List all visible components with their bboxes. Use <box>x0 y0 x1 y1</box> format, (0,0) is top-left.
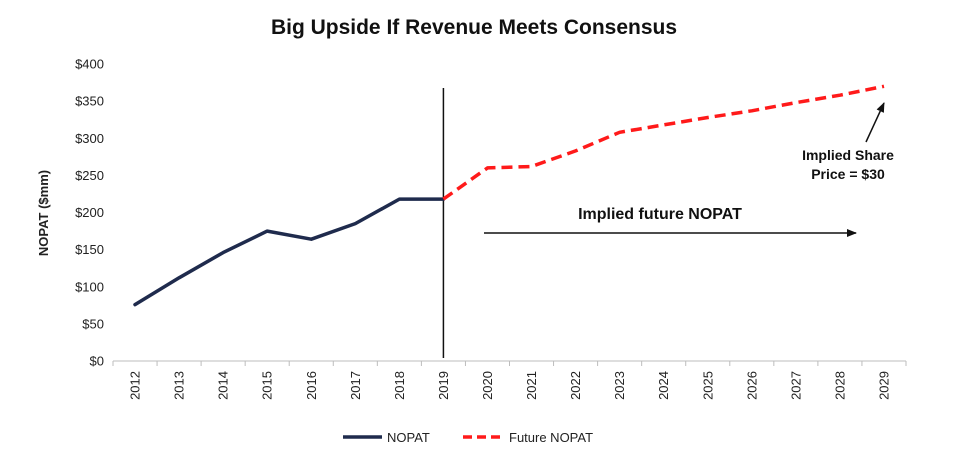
y-axis-title: NOPAT ($mm) <box>36 170 51 256</box>
x-tick-label: 2014 <box>216 371 231 400</box>
x-tick-label: 2024 <box>656 371 671 400</box>
legend: NOPAT Future NOPAT <box>343 430 593 445</box>
y-tick-label: $300 <box>75 131 104 146</box>
x-tick-label: 2019 <box>436 371 451 400</box>
share-price-label-line1: Implied Share <box>802 147 894 163</box>
series-nopat-line <box>133 197 446 307</box>
x-tick-label: 2023 <box>612 371 627 400</box>
y-tick-label: $400 <box>75 57 104 72</box>
x-tick-label: 2017 <box>348 371 363 400</box>
share-price-arrow <box>865 102 885 143</box>
y-tick-label: $350 <box>75 94 104 109</box>
y-tick-label: $250 <box>75 168 104 183</box>
y-axis-ticks: $0 $50 $100 $150 $200 $250 $300 $350 $400 <box>75 57 104 369</box>
x-tick-label: 2016 <box>304 371 319 400</box>
y-tick-label: $200 <box>75 205 104 220</box>
series-future-nopat-line <box>442 84 885 201</box>
x-tick-label: 2018 <box>392 371 407 400</box>
share-price-label-line2: Price = $30 <box>811 166 885 182</box>
series-layer <box>133 84 885 307</box>
x-tick-label: 2013 <box>172 371 187 400</box>
x-tick-label: 2025 <box>700 371 715 400</box>
x-axis-ticks: 2012 2013 2014 2015 2016 2017 2018 2019 2020 2021… <box>112 361 907 400</box>
x-tick-label: 2027 <box>788 371 803 400</box>
x-tick-label: 2021 <box>524 371 539 400</box>
x-tick-label: 2022 <box>568 371 583 400</box>
x-tick-label: 2015 <box>260 371 275 400</box>
x-tick-label: 2029 <box>876 371 891 400</box>
y-tick-label: $0 <box>90 354 104 369</box>
y-tick-label: $100 <box>75 279 104 294</box>
legend-nopat-label: NOPAT <box>387 430 430 445</box>
y-tick-label: $50 <box>82 316 104 331</box>
x-tick-label: 2028 <box>832 371 847 400</box>
x-tick-label: 2012 <box>128 371 143 400</box>
legend-future-nopat-label: Future NOPAT <box>509 430 593 445</box>
chart-title: Big Upside If Revenue Meets Consensus <box>271 16 677 39</box>
y-tick-label: $150 <box>75 242 104 257</box>
future-nopat-label: Implied future NOPAT <box>578 206 742 223</box>
x-tick-label: 2020 <box>480 371 495 400</box>
x-tick-label: 2026 <box>744 371 759 400</box>
